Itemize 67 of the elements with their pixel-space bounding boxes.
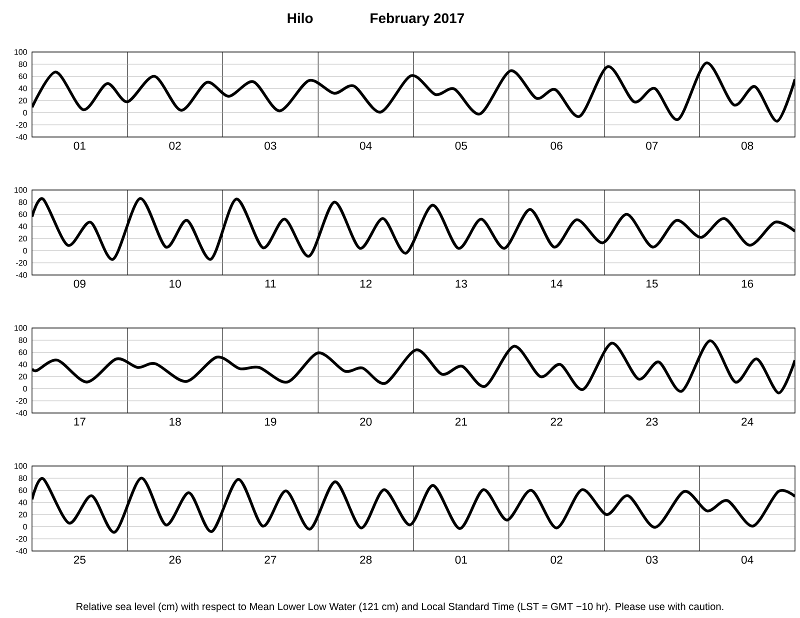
x-tick-label: 03 (264, 142, 276, 150)
y-tick-label: 100 (14, 187, 27, 193)
x-tick-label: 10 (170, 280, 181, 288)
x-tick-label: 12 (360, 280, 372, 288)
x-tick-label: 04 (741, 556, 754, 564)
y-tick-label: 0 (23, 248, 27, 254)
x-tick-label: 23 (646, 418, 658, 426)
x-tick-label: 08 (741, 142, 754, 150)
x-tick-label: 04 (360, 142, 372, 150)
x-tick-label: 06 (550, 142, 562, 150)
y-tick-label: 60 (18, 349, 27, 356)
y-tick-label: 60 (18, 487, 27, 494)
text: Relative sea level (cm) with respect to Mean Lower Low Water (121 cm) and Local Standard Time (LST = GMT −10 hr). Please use with caution. (76, 602, 724, 612)
x-tick-label: 20 (360, 418, 372, 426)
y-tick-label: -40 (16, 548, 27, 554)
y-tick-label: 100 (14, 325, 27, 331)
x-tick-label: 01 (74, 142, 86, 150)
y-tick-label: 60 (18, 211, 27, 218)
y-tick-label: 40 (18, 500, 27, 506)
y-tick-label: 20 (18, 374, 27, 380)
x-tick-label: 09 (74, 280, 86, 288)
y-tick-label: 0 (23, 524, 27, 530)
y-tick-label: -20 (16, 536, 27, 542)
x-tick-label: 16 (742, 280, 754, 288)
y-tick-label: -20 (16, 398, 27, 404)
x-tick-label: 15 (646, 280, 658, 288)
x-tick-label: 21 (455, 418, 467, 426)
x-tick-label: 07 (646, 142, 658, 150)
x-tick-label: 03 (646, 556, 658, 564)
y-tick-label: 20 (18, 512, 27, 518)
y-tick-label: 80 (18, 337, 27, 343)
x-tick-label: 13 (456, 280, 467, 288)
x-tick-label: 02 (169, 142, 181, 150)
y-tick-label: -40 (16, 272, 27, 278)
y-tick-label: 100 (14, 463, 27, 469)
y-tick-label: -20 (16, 122, 27, 128)
x-tick-label: 14 (551, 280, 563, 288)
x-tick-label: 22 (550, 418, 562, 426)
x-tick-label: 17 (74, 418, 86, 426)
y-tick-label: 80 (18, 61, 27, 67)
x-tick-label: 24 (742, 418, 754, 426)
x-tick-label: 01 (455, 556, 467, 564)
chart-subtitle: February 2017 (370, 12, 464, 26)
y-tick-label: 40 (18, 224, 27, 230)
chart-title: Hilo (288, 12, 313, 24)
y-tick-label: 60 (18, 73, 27, 80)
y-tick-label: -40 (16, 134, 27, 140)
x-tick-label: 27 (264, 556, 276, 564)
y-tick-label: 80 (18, 199, 27, 205)
x-tick-label: 11 (265, 280, 276, 288)
x-tick-label: 26 (169, 556, 181, 564)
y-tick-label: 20 (18, 236, 27, 242)
y-tick-label: 40 (18, 362, 27, 368)
x-tick-label: 02 (550, 556, 562, 564)
y-tick-label: -40 (16, 410, 27, 416)
x-tick-label: 18 (170, 418, 181, 426)
x-tick-label: 28 (360, 556, 372, 564)
x-tick-label: 05 (455, 142, 468, 150)
x-tick-label: 19 (264, 418, 276, 426)
y-tick-label: 40 (18, 86, 27, 92)
y-tick-label: 80 (18, 475, 27, 481)
y-tick-label: -20 (16, 260, 27, 266)
y-tick-label: 100 (14, 49, 27, 55)
x-tick-label: 25 (74, 556, 86, 564)
y-tick-label: 20 (18, 98, 27, 104)
y-tick-label: 0 (23, 386, 27, 392)
y-tick-label: 0 (23, 110, 27, 116)
